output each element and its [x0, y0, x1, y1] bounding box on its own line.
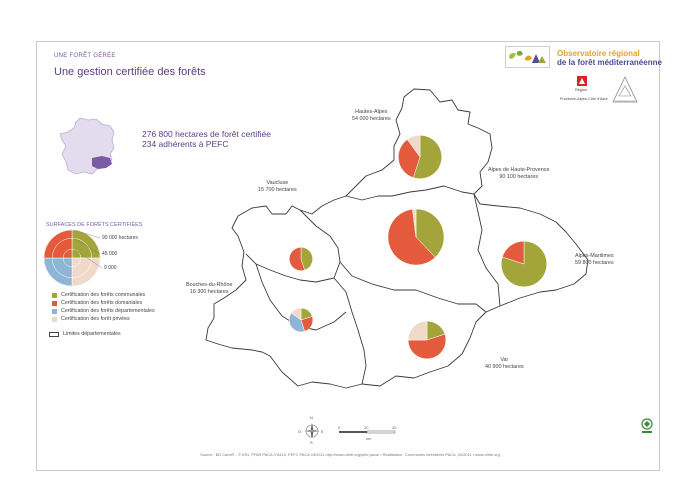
- swatch-boundary: [49, 331, 59, 337]
- pie-slice-1-1: [387, 208, 436, 266]
- pie-slice-3-0: [300, 247, 313, 271]
- legend-leader-1: [73, 238, 101, 255]
- stat-adherents: 234 adhérents à PEFC: [142, 139, 229, 149]
- compass-e: E: [321, 429, 324, 434]
- swatch-departementales: [52, 308, 57, 314]
- legend-title: SURFACES DE FORÊTS CERTIFIÉES: [46, 222, 143, 228]
- legend-scale-45000: 45 000: [102, 251, 118, 257]
- label-hautes-alpes: Hautes-Alpes 54 000 hectares: [352, 109, 391, 122]
- compass-s: S: [310, 440, 313, 445]
- label-bouches-du-rhone: Bouches-du-Rhône 16 300 hectares: [186, 282, 233, 295]
- pie-slice-5-1: [407, 333, 447, 360]
- legend-item-departementales: Certification des forêts départementales: [52, 308, 155, 314]
- source-footer: Source : BD Carto® - © IGN, PFAR PACA n°…: [200, 452, 500, 457]
- scale-tick-0: 0: [338, 425, 341, 430]
- swatch-communales: [52, 292, 57, 298]
- legend-size-circles: [43, 229, 103, 287]
- legend-quarter-2-3: [62, 248, 73, 259]
- section-label: UNE FORÊT GÉRÉE: [54, 53, 116, 59]
- swatch-domaniales: [52, 300, 57, 306]
- region-name-label: Provence-Alpes-Côte d'Azur: [560, 97, 608, 101]
- pie-slice-0-1: [398, 139, 421, 178]
- legend-leader-0: [73, 229, 101, 239]
- boundary-var-west: [333, 277, 367, 385]
- stat-hectares: 276 800 hectares de forêt certifiée: [142, 129, 271, 139]
- boundary-hautes-alpes: [345, 185, 475, 201]
- compass-rose-icon: [304, 423, 320, 439]
- region-logo-icon: [577, 76, 587, 86]
- pie-slice-1-3: [412, 208, 417, 238]
- scale-bar: [339, 430, 396, 434]
- pie-slice-1-0: [415, 208, 445, 258]
- pie-slice-0-3: [406, 135, 421, 158]
- certification-pies: [288, 135, 548, 360]
- ofme-logo-text: Observatoire régional de la forêt médite…: [557, 49, 662, 67]
- legend-scale-90000: 90 000 hectares: [102, 235, 138, 241]
- scale-tick-40: 40: [392, 425, 397, 430]
- legend-item-communales: Certification des forêts communales: [52, 292, 145, 298]
- scale-tick-20: 20: [364, 425, 369, 430]
- pie-slice-3-1: [289, 247, 305, 271]
- france-locator-map: [59, 117, 115, 175]
- certified-stats: 276 800 hectares de forêt certifiée 234 …: [142, 129, 271, 149]
- scale-unit: km: [366, 436, 372, 441]
- label-vaucluse: Vaucluse 15 700 hectares: [258, 180, 297, 193]
- legend-item-boundaries: Limites départementales: [49, 331, 121, 337]
- legend-scale-9000: 9 000: [104, 265, 117, 271]
- boundary-alpes-maritimes: [473, 193, 501, 307]
- logo-line-2: de la forêt méditerranéenne: [557, 58, 662, 67]
- legend-item-privees: Certification des forêt privées: [52, 316, 130, 322]
- pie-slice-4-3: [291, 307, 302, 321]
- pie-slice-2-1: [501, 240, 525, 265]
- region-outline: [205, 88, 589, 389]
- ofme-logo-icon: [505, 46, 550, 68]
- pie-slice-4-2: [288, 312, 305, 333]
- label-alpes-haute-provence: Alpes de Haute-Provence 90 100 hectares: [488, 167, 550, 180]
- swatch-privees: [52, 316, 57, 322]
- boundary-vaucluse: [245, 209, 341, 283]
- boundary-var-north: [339, 261, 487, 313]
- legend-item-domaniales: Certification des forêts domaniales: [52, 300, 142, 306]
- pie-slice-0-0: [412, 135, 442, 179]
- compass-n: N: [310, 415, 313, 420]
- label-alpes-maritimes: Alpes-Maritimes 59 800 hectares: [575, 253, 614, 266]
- pefc-logo-icon: [641, 418, 653, 433]
- logo-line-1: Observatoire régional: [557, 49, 640, 58]
- label-var: Var 40 900 hectares: [485, 357, 524, 370]
- compass-o: O: [298, 429, 302, 434]
- legend-leader-2: [73, 248, 103, 269]
- region-top-label: Région: [575, 88, 588, 92]
- pie-slice-5-3: [407, 320, 428, 341]
- map-frame: [36, 41, 660, 471]
- pefc-emblem-icon: [612, 76, 638, 103]
- page-title: Une gestion certifiée des forêts: [54, 66, 206, 78]
